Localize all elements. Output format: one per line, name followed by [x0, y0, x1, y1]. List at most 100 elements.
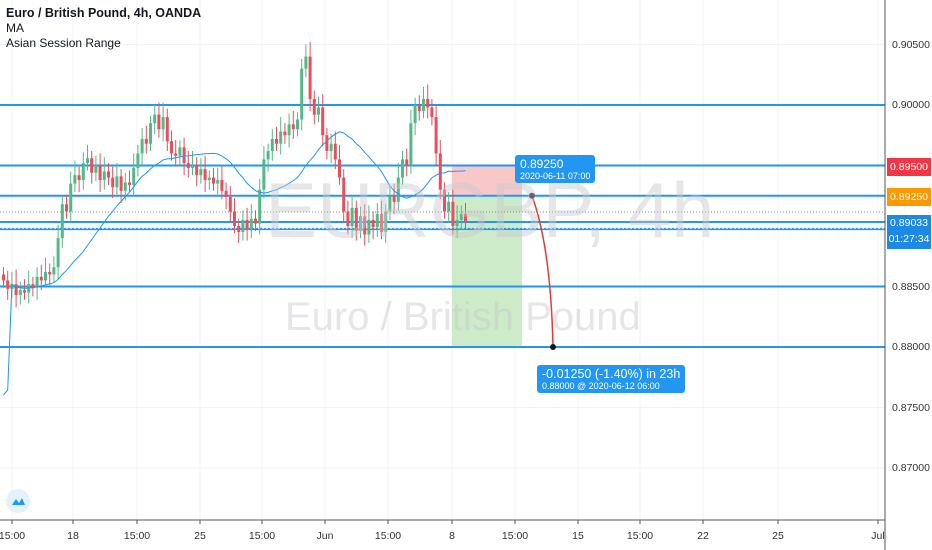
candle-body — [65, 204, 68, 212]
stop-loss-zone — [452, 165, 522, 196]
candle-body — [401, 159, 404, 178]
result-detail: 0.88000 @ 2020-06-12 06:00 — [542, 381, 660, 391]
symbol-title[interactable]: Euro / British Pound, 4h, OANDA — [6, 6, 202, 20]
candle-body — [262, 159, 266, 190]
entry-price-label: 0.89250 — [520, 157, 564, 171]
candle-body — [254, 218, 257, 224]
candle-body — [228, 196, 232, 212]
projection-arrow — [531, 195, 554, 348]
candle-body — [434, 117, 438, 154]
candle-body — [81, 163, 85, 181]
time-tick: Jul — [871, 530, 885, 542]
candle-body — [342, 177, 346, 212]
candle-body — [388, 195, 392, 212]
candle-body — [270, 138, 274, 151]
target-point — [550, 344, 556, 350]
candle-body — [6, 280, 10, 289]
indicator-asian-session-range[interactable]: Asian Session Range — [6, 36, 121, 50]
bar-countdown: 01:27:34 — [888, 233, 930, 245]
candle-body — [144, 138, 148, 144]
time-tick: 15:00 — [0, 530, 26, 542]
time-tick: 18 — [67, 530, 79, 542]
candle-body — [52, 267, 56, 275]
candle-body — [422, 98, 425, 112]
candle-body — [258, 189, 262, 224]
candle-body — [69, 183, 73, 212]
candle-body — [237, 226, 241, 233]
candle-body — [392, 195, 396, 202]
time-tick: 15:00 — [501, 530, 529, 542]
candle-body — [140, 138, 144, 154]
candle-body — [279, 131, 283, 144]
candle-body — [241, 219, 245, 233]
tradingview-logo-icon[interactable] — [6, 489, 30, 513]
candle-body — [321, 107, 325, 136]
candle-body — [60, 204, 64, 239]
candle-body — [329, 143, 333, 151]
candle-body — [380, 213, 383, 233]
candle-body — [266, 150, 270, 160]
candle-body — [107, 171, 110, 178]
candle-body — [14, 284, 18, 295]
result-change: -0.01250 (-1.40%) in 23h — [542, 367, 681, 381]
candle-body — [102, 171, 106, 181]
candle-body — [186, 163, 190, 168]
candle-body — [212, 177, 215, 184]
candle-body — [44, 271, 47, 281]
price-tick: 0.87500 — [892, 401, 930, 414]
candle-body — [350, 207, 354, 226]
candle-body — [157, 114, 161, 130]
candle-body — [77, 175, 81, 181]
candle-body — [359, 216, 362, 231]
last-price: 0.89033 — [890, 217, 928, 229]
candle-body — [317, 107, 320, 115]
candle-body — [346, 211, 350, 226]
candle-body — [409, 123, 413, 166]
price-tick: 0.88000 — [892, 341, 930, 353]
candle-body — [371, 219, 375, 228]
candle-body — [115, 176, 119, 188]
price-tick: 0.88500 — [892, 280, 930, 293]
candle-body — [384, 211, 388, 233]
candle-body — [98, 165, 102, 181]
candle-body — [2, 274, 5, 281]
candle-body — [195, 165, 199, 176]
candle-body — [455, 219, 459, 226]
candle-body — [283, 131, 287, 136]
candle-body — [312, 98, 316, 115]
time-tick: 15 — [572, 530, 584, 542]
candle-body — [191, 165, 194, 168]
candle-body — [325, 135, 329, 151]
candle-body — [136, 153, 140, 168]
candle-body — [161, 117, 165, 130]
candle-body — [18, 290, 22, 295]
candle-body — [275, 138, 278, 144]
time-tick: 15:00 — [626, 530, 654, 542]
time-tick: 15:00 — [374, 530, 402, 542]
candle-body — [56, 238, 60, 268]
candle-body — [90, 158, 94, 173]
candle-body — [426, 98, 430, 108]
indicator-ma[interactable]: MA — [6, 21, 24, 35]
candle-body — [220, 180, 224, 191]
candle-body — [447, 201, 451, 212]
candle-body — [128, 182, 131, 185]
candle-body — [216, 180, 220, 184]
candle-body — [174, 153, 178, 156]
candle-body — [31, 284, 35, 288]
candle-body — [354, 207, 358, 231]
candle-body — [417, 105, 421, 112]
candle-body — [149, 123, 152, 144]
candle-body — [338, 159, 341, 178]
chart-legend: Euro / British Pound, 4h, OANDA MA Asian… — [6, 6, 201, 51]
candle-body — [249, 218, 253, 229]
entry-point — [529, 192, 535, 199]
time-tick: 15:00 — [123, 530, 151, 542]
candle-body — [430, 107, 434, 118]
candle-body — [405, 159, 409, 166]
candle-body — [132, 167, 136, 185]
candle-body — [111, 177, 115, 188]
candle-body — [308, 56, 312, 99]
candle-body — [291, 124, 295, 130]
